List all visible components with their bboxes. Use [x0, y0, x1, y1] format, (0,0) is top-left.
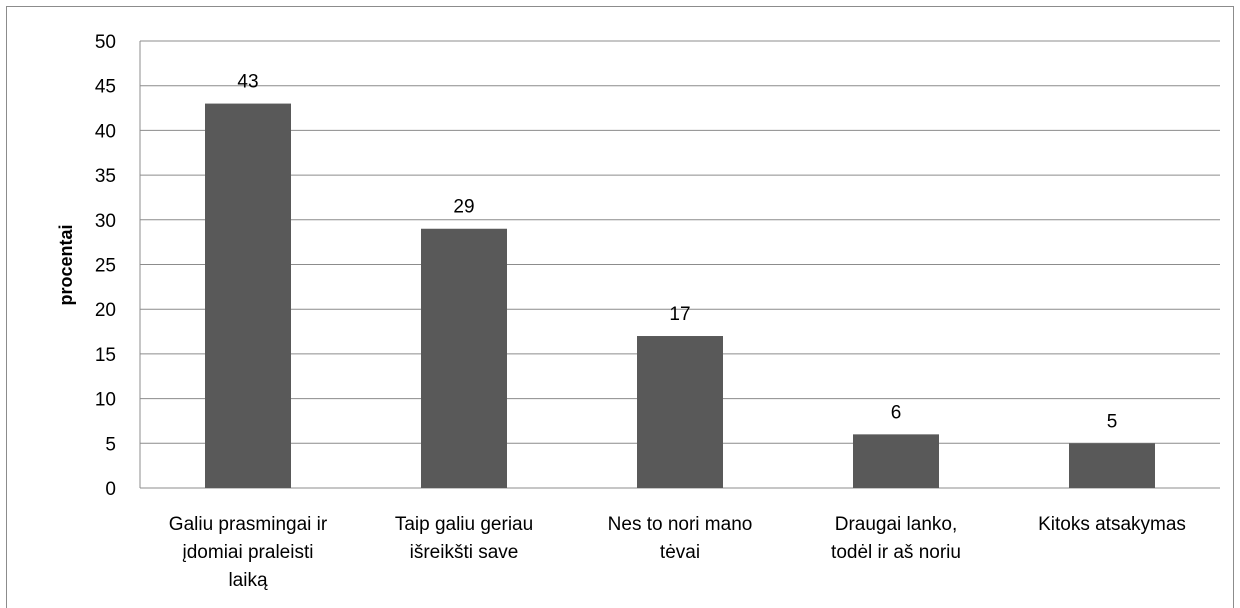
- category-label-line: Galiu prasmingai ir: [169, 514, 328, 535]
- bar-value-label: 29: [453, 197, 474, 218]
- category-label-line: Draugai lanko,: [835, 514, 958, 535]
- y-axis-title: procentai: [56, 224, 76, 305]
- y-tick-label: 15: [95, 345, 116, 366]
- y-tick-label: 50: [95, 32, 116, 53]
- bar: [637, 336, 723, 488]
- category-label: Taip galiu geriau išreikšti save: [395, 514, 533, 563]
- bar: [421, 228, 507, 489]
- bar: [853, 434, 939, 488]
- category-label: Nes to nori mano tėvai: [608, 514, 753, 563]
- bar: [205, 103, 291, 488]
- bar-value-label: 17: [669, 304, 690, 325]
- y-tick-label: 35: [95, 166, 116, 187]
- y-tick-label: 10: [95, 390, 116, 411]
- category-label-line: tėvai: [660, 542, 700, 563]
- category-label-line: Nes to nori mano: [608, 514, 753, 535]
- y-tick-label: 30: [95, 211, 116, 232]
- bar-value-label: 43: [237, 72, 258, 93]
- y-tick-label: 5: [105, 434, 116, 455]
- bars: [205, 103, 1155, 489]
- bar: [1069, 443, 1155, 488]
- x-axis-categories: Galiu prasmingai ir įdomiai praleisti laik…: [169, 514, 1186, 591]
- category-label-line: laiką: [228, 570, 268, 591]
- category-label-line: Kitoks atsakymas: [1038, 514, 1186, 535]
- y-tick-label: 45: [95, 77, 116, 98]
- y-tick-label: 25: [95, 256, 116, 277]
- data-labels: 43 29 17 6 5: [237, 72, 1117, 433]
- category-label: Kitoks atsakymas: [1038, 514, 1186, 535]
- category-label-line: todėl ir aš noriu: [831, 542, 961, 563]
- bar-value-label: 6: [891, 402, 902, 423]
- category-label-line: Taip galiu geriau: [395, 514, 533, 535]
- y-axis-ticks: 0 5 10 15 20 25 30 35 40 45 50: [95, 32, 116, 500]
- y-tick-label: 0: [105, 479, 116, 500]
- y-tick-label: 40: [95, 121, 116, 142]
- category-label: Draugai lanko, todėl ir aš noriu: [831, 514, 961, 563]
- y-tick-label: 20: [95, 300, 116, 321]
- category-label-line: išreikšti save: [410, 542, 519, 563]
- category-label-line: įdomiai praleisti: [183, 542, 314, 563]
- bar-value-label: 5: [1107, 411, 1118, 432]
- category-label: Galiu prasmingai ir įdomiai praleisti laik…: [169, 514, 328, 591]
